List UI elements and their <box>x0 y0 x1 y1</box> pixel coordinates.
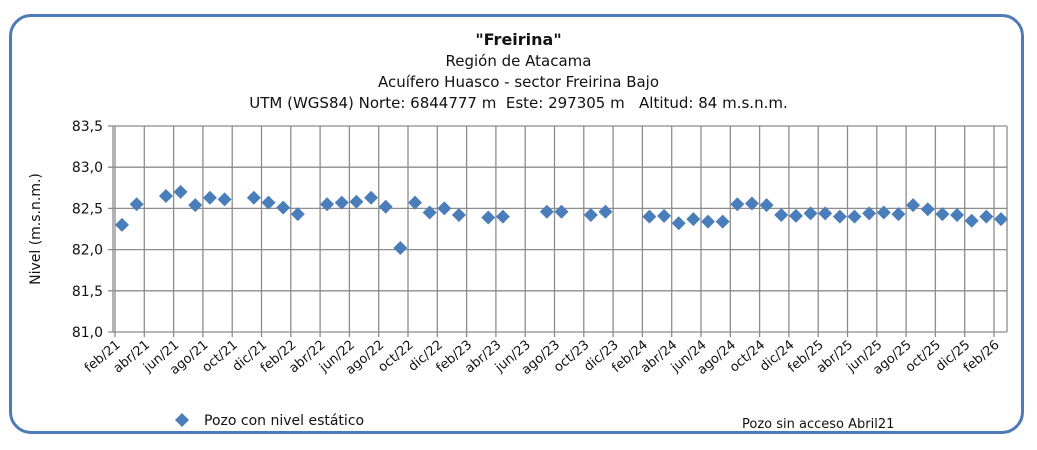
data-point <box>891 207 906 222</box>
y-tick-label: 81,5 <box>72 284 103 300</box>
data-point <box>158 189 173 204</box>
data-point <box>744 196 759 211</box>
data-point <box>715 214 730 229</box>
data-point <box>495 209 510 224</box>
data-point <box>217 192 232 207</box>
chart-frame <box>9 14 1024 434</box>
y-axis-label: Nivel (m.s.n.m.) <box>28 173 44 285</box>
y-tick-label: 82,0 <box>72 243 103 259</box>
chart-subtitle-1: Región de Atacama <box>445 52 592 70</box>
y-tick-label: 83,0 <box>72 160 103 176</box>
chart-title: "Freirina" <box>475 30 562 49</box>
data-point <box>451 207 466 222</box>
data-point <box>554 204 569 219</box>
legend-marker <box>175 413 189 427</box>
data-point <box>408 195 422 210</box>
data-point <box>774 207 789 222</box>
data-point <box>129 197 144 212</box>
data-point <box>935 207 950 222</box>
data-point <box>818 206 833 221</box>
data-point <box>422 205 437 220</box>
data-point <box>906 198 921 213</box>
data-point <box>788 208 803 223</box>
data-point <box>539 204 554 219</box>
chart-note: Pozo sin acceso Abril21 <box>742 417 894 432</box>
data-point <box>803 206 818 221</box>
data-point <box>246 190 261 205</box>
chart-subtitle-3: UTM (WGS84) Norte: 6844777 m Este: 29730… <box>249 94 788 112</box>
data-point <box>701 214 715 229</box>
data-point <box>320 197 335 212</box>
data-point <box>657 208 672 223</box>
data-point <box>950 207 965 222</box>
data-point <box>759 198 774 213</box>
data-point <box>261 195 276 210</box>
data-point <box>349 194 364 209</box>
data-point <box>920 202 935 217</box>
data-point <box>979 209 994 224</box>
data-point <box>686 212 701 227</box>
data-point <box>642 209 657 224</box>
data-point <box>276 200 291 215</box>
data-point <box>832 209 847 224</box>
data-point <box>334 195 349 210</box>
y-tick-label: 81,0 <box>72 325 103 341</box>
data-point <box>115 217 129 232</box>
y-tick-label: 82,5 <box>72 201 103 217</box>
data-point <box>437 201 452 216</box>
data-point <box>202 190 217 205</box>
data-point <box>876 205 891 220</box>
data-point <box>583 207 598 222</box>
data-point <box>847 209 862 224</box>
data-point <box>671 216 686 231</box>
data-point <box>188 198 203 213</box>
data-point <box>173 184 188 199</box>
data-point <box>393 240 408 255</box>
data-point <box>481 210 496 225</box>
data-point <box>730 197 745 212</box>
data-point <box>598 204 613 219</box>
data-point <box>290 207 305 222</box>
data-point <box>378 199 393 214</box>
legend-label: Pozo con nivel estático <box>204 413 364 429</box>
chart-subtitle-2: Acuífero Huasco - sector Freirina Bajo <box>377 73 660 91</box>
y-tick-label: 83,5 <box>72 119 103 135</box>
data-point <box>994 212 1008 227</box>
data-point <box>364 190 379 205</box>
data-point <box>862 206 877 221</box>
data-point <box>964 213 979 228</box>
